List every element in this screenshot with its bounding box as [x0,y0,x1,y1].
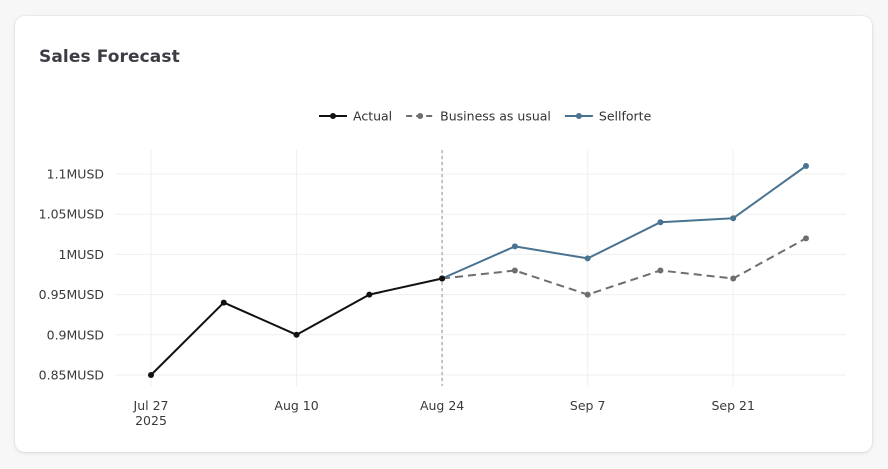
data-point[interactable] [293,331,300,338]
legend-label-sellforte[interactable]: Sellforte [599,109,652,124]
data-point[interactable] [148,372,154,378]
y-tick-label: 1.1MUSD [47,167,104,182]
data-point[interactable] [584,255,591,262]
x-tick-label: Aug 10 [274,398,318,413]
card-title: Sales Forecast [39,47,180,67]
x-tick-label: Aug 24 [420,398,464,413]
data-point[interactable] [803,235,809,242]
data-point[interactable] [730,275,737,282]
data-point[interactable] [511,243,518,250]
series-line-sellforte [441,165,807,280]
data-point[interactable] [657,219,664,226]
y-tick-label: 1.05MUSD [39,207,104,222]
legend-marker-actual [330,113,336,119]
x-tick-label: Jul 27 [133,398,169,413]
y-tick-label: 0.85MUSD [39,368,104,383]
x-tick-label: Sep 7 [570,398,606,413]
y-tick-label: 0.9MUSD [47,327,104,342]
data-point[interactable] [657,267,664,274]
data-point[interactable] [511,267,518,274]
sales-forecast-card: Sales Forecast [15,16,872,452]
y-tick-label: 1MUSD [59,247,104,262]
legend-label-actual[interactable]: Actual [353,109,392,124]
series-line-business-as-usual [441,237,807,296]
legend-marker-business-as-usual [417,113,424,119]
data-point[interactable] [803,162,809,169]
data-point[interactable] [584,291,591,298]
data-point[interactable] [220,299,227,306]
legend-label-business-as-usual[interactable]: Business as usual [440,109,551,124]
legend-marker-sellforte [575,113,582,119]
data-point[interactable] [439,275,446,282]
data-point[interactable] [366,291,373,298]
y-tick-label: 0.95MUSD [39,287,104,302]
x-tick-sublabel: 2025 [135,413,167,428]
x-tick-label: Sep 21 [711,398,754,413]
data-point[interactable] [730,215,737,222]
